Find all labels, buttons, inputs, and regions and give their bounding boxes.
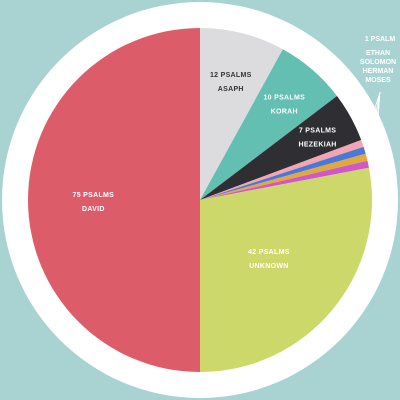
slice-category-korah: KORAH (271, 108, 298, 115)
slice-value-david: 75 PSALMS (73, 192, 115, 199)
pie-slice-david (28, 28, 200, 372)
pie-slice-asaph (200, 28, 283, 200)
slice-category-asaph: ASAPH (218, 86, 244, 93)
leader-lines (363, 91, 381, 164)
slice-value-unknown: 42 PSALMS (248, 249, 290, 256)
pie-slice-solomon (200, 146, 366, 200)
leader-line-herman (368, 91, 381, 157)
slice-label-asaph: 12 PSALMS ASAPH (210, 72, 252, 93)
pie-slices (28, 28, 372, 372)
slice-value-hezekiah: 7 PSALMS (299, 127, 336, 134)
pie-labels: 12 PSALMS ASAPH 10 PSALMS KORAH 7 PSALMS HEZE… (73, 72, 337, 270)
leader-line-moses (369, 91, 381, 164)
slice-label-korah: 10 PSALMS KORAH (263, 94, 305, 115)
pie-slice-herman (200, 153, 368, 200)
grouped-small-slices-label: 1 PSALM ETHAN SOLOMON HERMAN MOSES (360, 36, 396, 84)
pie-slice-ethan (200, 140, 364, 200)
slice-category-david: DAVID (82, 206, 105, 213)
slice-label-unknown: 42 PSALMS UNKNOWN (248, 249, 290, 270)
pie-slice-moses (200, 160, 369, 200)
slice-category-hezekiah: HEZEKIAH (298, 141, 336, 148)
pie-slice-hezekiah (200, 96, 362, 200)
grouped-name-moses: MOSES (365, 77, 391, 84)
slice-label-hezekiah: 7 PSALMS HEZEKIAH (298, 127, 336, 148)
leader-line-solomon (366, 91, 381, 150)
slice-label-david: 75 PSALMS DAVID (73, 192, 115, 213)
pie-slice-korah (200, 49, 338, 200)
grouped-name-ethan: ETHAN (366, 50, 390, 57)
slice-category-unknown: UNKNOWN (249, 263, 288, 270)
slice-value-korah: 10 PSALMS (263, 94, 305, 101)
grouped-value-label: 1 PSALM (365, 36, 396, 43)
grouped-name-solomon: SOLOMON (360, 59, 396, 66)
pie-slice-unknown (200, 167, 372, 372)
slice-value-asaph: 12 PSALMS (210, 72, 252, 79)
leader-line-ethan (363, 91, 381, 143)
grouped-name-herman: HERMAN (363, 68, 394, 75)
